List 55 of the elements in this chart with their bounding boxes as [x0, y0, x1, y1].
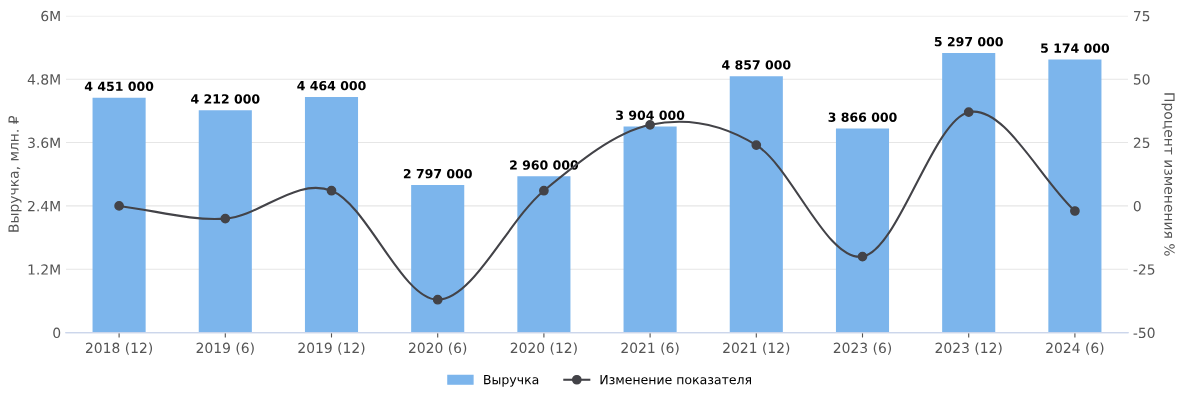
- x-tick-label: 2018 (12): [85, 342, 153, 355]
- data-label: 3 904 000: [616, 110, 685, 120]
- point: [114, 201, 124, 211]
- data-label: 5 174 000: [1041, 43, 1110, 53]
- y-tick-label: 0: [53, 327, 61, 339]
- point: [963, 107, 974, 118]
- y-tick-label: 4.8M: [27, 74, 60, 85]
- x-tick-label: 2021 (12): [723, 342, 790, 355]
- legend-label: Выручка: [484, 375, 539, 387]
- data-label: 5 297 000: [934, 36, 1003, 47]
- point: [857, 251, 868, 262]
- point: [751, 140, 762, 150]
- bar: [92, 97, 146, 333]
- x-tick-label: 2019 (6): [196, 342, 254, 355]
- y-tick-label: 1.2M: [28, 264, 60, 275]
- x-tick-label: 2023 (12): [935, 342, 1002, 355]
- point: [539, 185, 549, 196]
- point: [432, 294, 443, 305]
- data-label: 4 451 000: [84, 81, 154, 92]
- legend-label: Изменение показателя: [600, 375, 751, 385]
- bar: [304, 96, 359, 333]
- y2-tick-label: 0: [1133, 200, 1141, 212]
- x-tick-label: 2024 (6): [1046, 342, 1104, 355]
- bar: [517, 176, 571, 333]
- x-tick-label: 2020 (6): [409, 342, 467, 355]
- bar: [1048, 59, 1102, 333]
- bar: [198, 110, 252, 333]
- y-axis-title: Выручка, млн. ₽: [8, 115, 22, 232]
- y2-tick-label: 25: [1133, 137, 1150, 149]
- x-tick-label: 2020 (12): [510, 342, 577, 355]
- x-tick-label: 2023 (6): [833, 342, 892, 355]
- data-label: 4 857 000: [722, 60, 791, 70]
- x-tick-label: 2019 (12): [298, 342, 365, 355]
- x-tick-label: 2021 (6): [621, 342, 679, 355]
- y-tick-label: 6M: [41, 10, 60, 22]
- y2-tick-label: 50: [1133, 74, 1150, 85]
- y-tick-label: 2.4M: [28, 200, 60, 212]
- y2-axis-title: Процент изменения %: [1161, 93, 1175, 256]
- data-label: 4 464 000: [297, 80, 366, 91]
- bar: [623, 126, 677, 333]
- y2-tick-label: -50: [1133, 327, 1155, 339]
- data-label: 4 212 000: [191, 94, 260, 104]
- point: [1070, 206, 1080, 216]
- point: [645, 119, 655, 130]
- bar: [835, 128, 890, 333]
- bar: [729, 76, 783, 333]
- bar: [942, 52, 996, 333]
- y-tick-label: 3.6M: [28, 137, 60, 149]
- y2-tick-label: 75: [1134, 10, 1150, 22]
- y2-tick-label: -25: [1133, 264, 1155, 275]
- data-label: 2 797 000: [403, 168, 472, 179]
- point: [326, 185, 337, 196]
- bar: [411, 184, 465, 333]
- data-label: 3 866 000: [828, 112, 897, 122]
- point: [220, 213, 231, 224]
